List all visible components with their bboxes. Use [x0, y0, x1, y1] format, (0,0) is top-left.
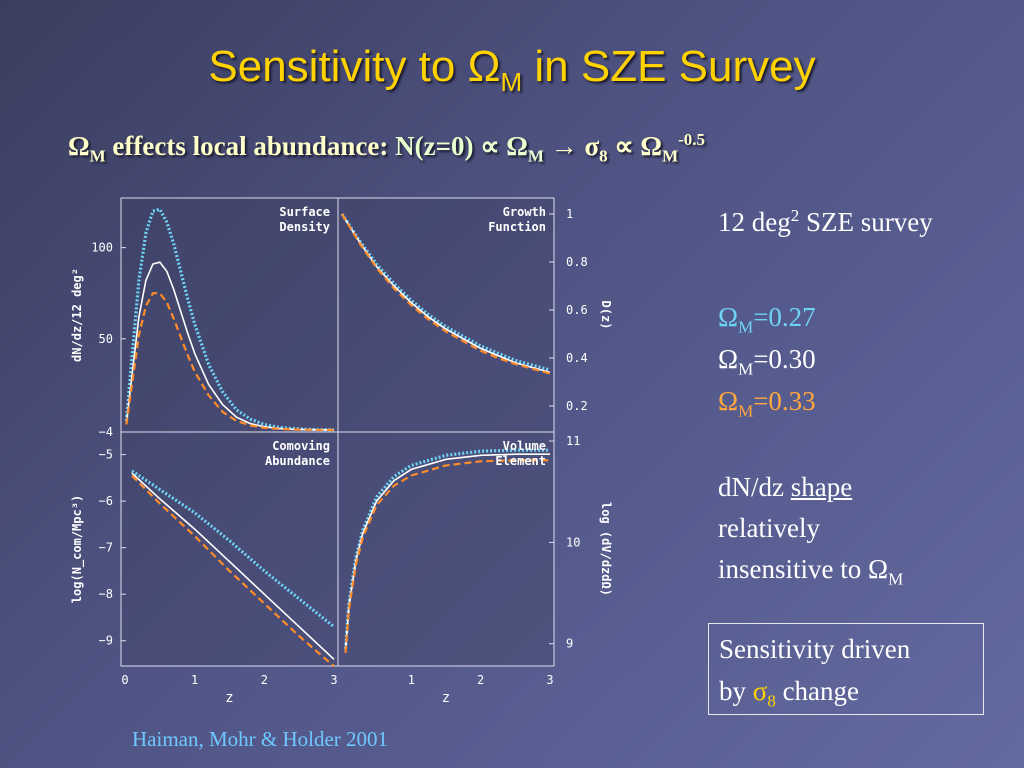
slide-title: Sensitivity to ΩM in SZE Survey [0, 42, 1024, 98]
note-dndz: dN/dz [718, 472, 791, 502]
ytick-label-top-left-1: 50 [99, 332, 113, 346]
subtitle-text3: ∝ Ω [607, 131, 663, 161]
sigma8-callout-box [708, 623, 984, 715]
slide-subtitle: ΩM effects local abundance: N(z=0) ∝ ΩM … [68, 130, 705, 166]
note-line-3: insensitive to ΩM [718, 554, 903, 589]
panel-label-bottom-left-1: Abundance [265, 454, 330, 468]
ytick-label-top-right-2: 0.6 [566, 303, 588, 317]
ytick-label-top-right-4: 0.2 [566, 399, 588, 413]
panel-label-top-right-1: Function [488, 220, 546, 234]
subtitle-omega: Ω [68, 131, 90, 161]
subtitle-sub3: 8 [599, 146, 608, 166]
title-subscript: M [500, 66, 523, 97]
legend-sub: M [738, 317, 754, 337]
xtick-label-bottom-right-1: 2 [477, 673, 484, 687]
series-line-bottom-left-2 [131, 474, 335, 668]
callout-sigma-sub: 8 [767, 691, 776, 711]
xtick-label-bottom-left-2: 2 [261, 673, 268, 687]
callout-change: change [775, 676, 860, 706]
ytick-label-bottom-left-2: −7 [99, 541, 113, 555]
citation: Haiman, Mohr & Holder 2001 [132, 727, 389, 751]
callout-by: by [719, 676, 753, 706]
callout-line-1: Sensitivity driven [719, 634, 911, 664]
panel-label-top-left-0: Surface [279, 205, 330, 219]
legend-item-033: ΩM=0.33 [718, 386, 816, 421]
series-line-top-right-0 [340, 213, 551, 372]
callout-line-2: by σ8 change [719, 676, 859, 711]
legend-value: =0.33 [753, 386, 816, 416]
legend-omega: Ω [718, 302, 739, 332]
survey-prefix: 12 deg [718, 207, 791, 237]
legend-item-027: ΩM=0.27 [718, 302, 816, 337]
ytick-label-bottom-left-0: −5 [99, 448, 113, 462]
panel-label-bottom-right-1: Element [495, 454, 546, 468]
legend-item-030: ΩM=0.30 [718, 344, 816, 379]
legend-omega: Ω [718, 344, 739, 374]
legend-value: =0.30 [753, 344, 816, 374]
panel-label-bottom-left-0: Comoving [272, 439, 330, 453]
series-line-bottom-left-1 [131, 472, 335, 660]
xtick-label-bottom-left-3: 3 [330, 673, 337, 687]
subtitle-sub: M [89, 146, 106, 166]
subtitle-sup: -0.5 [678, 130, 706, 149]
xtick-label-bottom-left-1: 1 [191, 673, 198, 687]
ytick-label-top-right-3: 0.4 [566, 351, 588, 365]
note-insensitive: insensitive to Ω [718, 554, 889, 584]
ylabel-top-left: dN/dz/12 deg² [70, 268, 84, 362]
survey-label: 12 deg2 SZE survey [718, 206, 933, 238]
note-sub: M [888, 569, 904, 589]
legend-value: =0.27 [753, 302, 816, 332]
series-line-top-left-2 [125, 292, 334, 431]
ytick-label-bottom-left-4: −9 [99, 634, 113, 648]
note-line-2: relatively [718, 513, 820, 543]
ylabel-bottom-right: log (dV/dzdΩ) [599, 502, 613, 596]
ylabel-bottom-left: log(N_com/Mpc³) [70, 495, 85, 603]
series-line-top-left-0 [124, 207, 335, 432]
series-line-bottom-left-0 [131, 469, 336, 629]
series-line-top-right-1 [341, 213, 551, 374]
legend-sub: M [738, 359, 754, 379]
subtitle-sub4: M [662, 146, 679, 166]
title-main: Sensitivity to [208, 42, 468, 91]
title-omega: Ω [467, 42, 501, 91]
legend-sub: M [738, 401, 754, 421]
survey-suffix: SZE survey [799, 207, 933, 237]
ytick-label-top-right-0: 1 [566, 207, 573, 221]
ytick-label-top-left-0: 100 [91, 241, 113, 255]
xlabel-bottom-left: z [225, 690, 233, 706]
ytick-label-top-right-1: 0.8 [566, 255, 588, 269]
four-panel-figure: Surface Density 100 50 −4 dN/dz/12 deg² Growth… [55, 190, 615, 710]
survey-sup: 2 [790, 206, 800, 225]
ytick-label-top-left-bottom: −4 [99, 425, 113, 439]
ytick-label-bottom-right-2: 9 [566, 637, 573, 651]
ytick-label-bottom-left-3: −8 [99, 587, 113, 601]
panel-label-top-right-0: Growth [503, 205, 546, 219]
subtitle-arrow: → σ [543, 131, 600, 161]
series-line-top-right-2 [341, 213, 551, 375]
ytick-label-bottom-right-1: 10 [566, 535, 580, 549]
subtitle-text1: effects local abundance: [105, 131, 396, 161]
xlabel-bottom-right: z [442, 690, 450, 706]
title-rest: in SZE Survey [522, 42, 816, 91]
ylabel-top-right: D(z) [599, 301, 613, 330]
subtitle-text2: N(z=0) ∝ Ω [395, 131, 528, 161]
xtick-label-bottom-right-0: 1 [408, 673, 415, 687]
ytick-label-bottom-left-1: −6 [99, 494, 113, 508]
note-shape: shape [790, 472, 853, 502]
ytick-label-bottom-right-0: 11 [566, 434, 580, 448]
xtick-label-bottom-left-0: 0 [121, 673, 128, 687]
note-line-1: dN/dz shape [718, 472, 852, 503]
panel-label-bottom-right-0: Volume [503, 439, 546, 453]
xtick-label-bottom-right-2: 3 [546, 673, 553, 687]
series-line-bottom-right-2 [344, 459, 550, 653]
legend-omega: Ω [718, 386, 739, 416]
panel-label-top-left-1: Density [279, 220, 330, 234]
callout-sigma: σ [752, 676, 768, 706]
subtitle-sub2: M [527, 146, 544, 166]
